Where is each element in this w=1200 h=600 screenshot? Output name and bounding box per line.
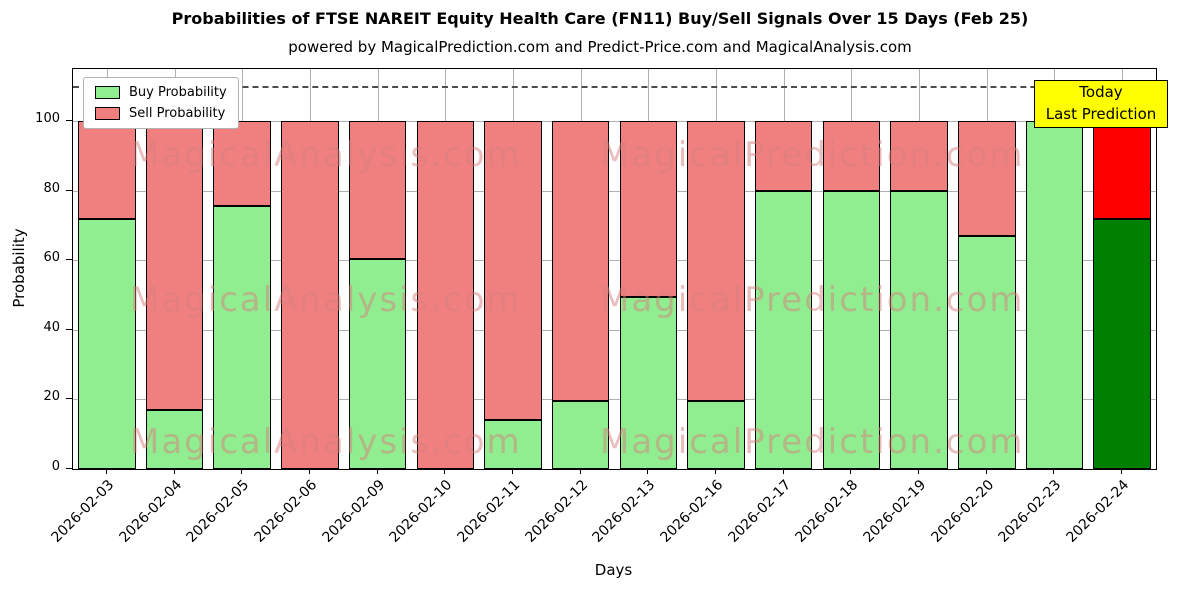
x-tick-mark — [1053, 469, 1055, 474]
x-axis-label: Days — [594, 561, 633, 579]
x-tick-mark — [715, 469, 717, 474]
bar-sell-segment — [754, 121, 813, 191]
bar-buy-segment — [687, 401, 745, 469]
bar-sell-segment — [78, 121, 136, 219]
y-tick-label: 40 — [43, 319, 60, 335]
bar-sell-segment — [145, 121, 204, 410]
bar-sell-segment — [687, 121, 745, 402]
y-axis-label: Probability — [10, 228, 28, 308]
bar-buy-segment — [348, 258, 407, 469]
bar-sell-segment — [822, 121, 881, 191]
bar-buy-segment — [551, 401, 610, 469]
x-tick-label: 2026-02-03 — [48, 477, 118, 546]
bar-sell-segment — [281, 121, 339, 469]
x-tick-mark — [444, 469, 446, 474]
bar-sell-segment — [416, 121, 475, 469]
grid-line-horizontal — [73, 399, 1156, 401]
legend: Buy Probability Sell Probability — [83, 77, 239, 129]
x-tick-mark — [376, 469, 378, 474]
y-tick-label: 80 — [43, 180, 60, 196]
bar-sell-segment — [348, 121, 407, 259]
bar-buy-segment — [213, 206, 271, 469]
bar-buy-segment — [78, 218, 136, 469]
bar-sell-segment — [619, 121, 678, 297]
legend-sell-label: Sell Probability — [129, 106, 226, 121]
bar-sell-segment — [890, 121, 948, 191]
bar-sell-segment — [551, 121, 610, 402]
bar-buy-segment — [1025, 121, 1084, 469]
legend-item-sell: Sell Probability — [95, 106, 227, 121]
y-tick-mark — [66, 398, 72, 400]
x-tick-mark — [308, 469, 310, 474]
x-tick-mark — [782, 469, 784, 474]
y-tick-label: 20 — [43, 389, 60, 405]
grid-line-horizontal — [73, 260, 1156, 262]
bar-buy-segment — [484, 420, 542, 469]
bar-sell-segment — [213, 121, 271, 207]
bar-sell-segment — [958, 121, 1016, 236]
x-tick-mark — [1121, 469, 1123, 474]
y-tick-mark — [66, 328, 72, 330]
legend-sell-swatch — [95, 107, 120, 120]
legend-buy-label: Buy Probability — [129, 85, 227, 100]
x-tick-mark — [647, 469, 649, 474]
plot-area: Buy Probability Sell Probability — [72, 68, 1157, 470]
y-tick-label: 0 — [51, 459, 60, 474]
chart-title: Probabilities of FTSE NAREIT Equity Heal… — [171, 9, 1029, 28]
y-tick-label: 60 — [43, 250, 60, 266]
grid-line-horizontal — [73, 190, 1156, 192]
today-annotation-line2: Last Prediction — [1045, 105, 1157, 123]
bar-buy-segment — [890, 190, 948, 469]
today-annotation-line1: Today — [1079, 83, 1123, 102]
x-tick-mark — [173, 469, 175, 474]
bar-buy-segment — [958, 235, 1016, 469]
bar-buy-segment — [145, 409, 204, 469]
x-tick-mark — [985, 469, 987, 474]
bar-buy-segment — [1093, 218, 1151, 469]
legend-buy-swatch — [95, 86, 120, 99]
bar-sell-segment — [484, 121, 542, 421]
bar-buy-segment — [619, 296, 678, 469]
dashed-threshold-line — [73, 86, 1156, 89]
x-tick-mark — [579, 469, 581, 474]
bar-buy-segment — [822, 190, 881, 469]
x-tick-mark — [918, 469, 920, 474]
x-tick-mark — [511, 469, 513, 474]
today-annotation-box: Today Last Prediction — [1034, 80, 1168, 128]
y-tick-mark — [66, 468, 72, 469]
y-tick-mark — [66, 120, 72, 122]
grid-line-horizontal — [73, 121, 1156, 123]
chart-subtitle: powered by MagicalPrediction.com and Pre… — [288, 38, 912, 56]
x-tick-mark — [241, 469, 243, 474]
bar-buy-segment — [754, 190, 813, 469]
x-tick-mark — [850, 469, 852, 474]
bar-sell-segment — [1093, 121, 1151, 219]
y-tick-mark — [66, 259, 72, 261]
y-tick-label: 100 — [35, 111, 60, 127]
legend-item-buy: Buy Probability — [95, 85, 227, 100]
x-tick-mark — [105, 469, 107, 474]
grid-line-horizontal — [73, 329, 1156, 331]
y-tick-mark — [66, 189, 72, 191]
